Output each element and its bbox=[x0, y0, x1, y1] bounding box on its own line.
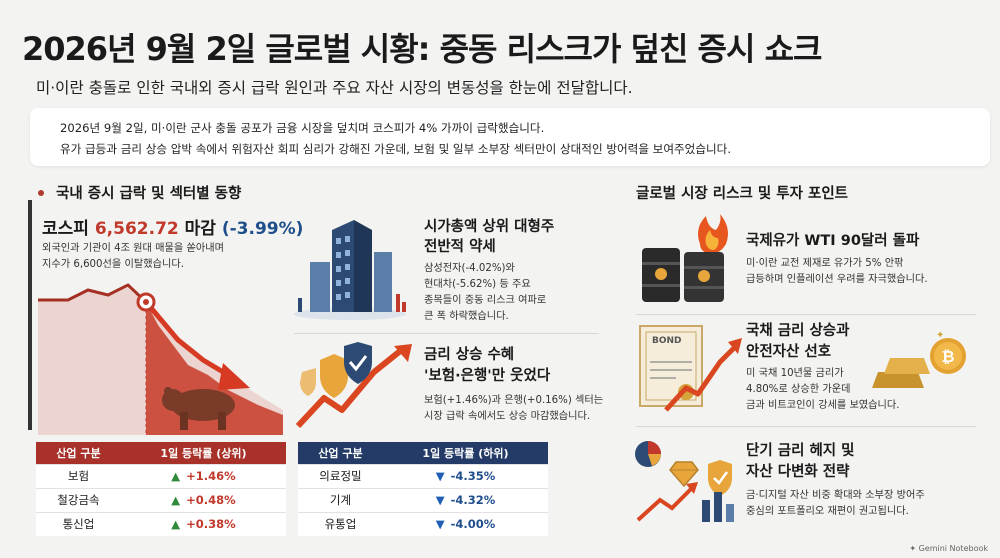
divider bbox=[294, 333, 599, 334]
sector-change: +0.38% bbox=[186, 517, 236, 532]
sector-name: 의료정밀 bbox=[298, 463, 383, 488]
risk-item-desc: 급등하며 인플레이션 우려를 자극했습니다. bbox=[746, 274, 928, 285]
kospi-value: 6,562.72 bbox=[94, 219, 179, 239]
right-section-title: 글로벌 시장 리스크 및 투자 포인트 bbox=[636, 186, 848, 202]
card-title: 전반적 약세 bbox=[424, 239, 496, 255]
bullet-dot-icon bbox=[38, 189, 44, 196]
card-title: '보험·은행'만 웃었다 bbox=[424, 368, 551, 384]
arrow-down-icon: ▼ bbox=[435, 493, 445, 507]
table-row: 기계 ▼ -4.32% bbox=[298, 487, 548, 512]
summary-box: 2026년 9월 2일, 미·이란 군사 충돌 공포가 금융 시장을 덮치며 코… bbox=[30, 108, 990, 166]
summary-line: 2026년 9월 2일, 미·이란 군사 충돌 공포가 금융 시장을 덮치며 코… bbox=[60, 121, 545, 135]
table-row: 의료정밀 ▼ -4.35% bbox=[298, 463, 548, 488]
risk-item-desc: 중심의 포트폴리오 재편이 권고됩니다. bbox=[746, 506, 909, 517]
sparkle-icon: ✦ bbox=[909, 544, 917, 553]
sector-name: 기계 bbox=[298, 487, 383, 512]
table-header: 1일 등락률 (하위) bbox=[382, 442, 548, 464]
watermark-text: Gemini Notebook bbox=[918, 544, 988, 553]
risk-item-title: 국제유가 WTI 90달러 돌파 bbox=[746, 233, 920, 249]
arrow-down-icon: ▼ bbox=[435, 517, 445, 532]
bear-market-chart-icon bbox=[28, 200, 283, 435]
risk-item-desc: 금·디지털 자산 비중 확대와 소부장 방어주 bbox=[746, 490, 925, 501]
sector-name: 보험 bbox=[36, 463, 121, 488]
sector-change: -4.00% bbox=[450, 517, 496, 532]
left-section-heading: 국내 증시 급락 및 섹터별 동향 bbox=[38, 182, 241, 203]
sector-name: 철강금속 bbox=[36, 487, 121, 512]
risk-item-desc: 금과 비트코인이 강세를 보였습니다. bbox=[746, 400, 900, 411]
card-title: 금리 상승 수혜 bbox=[424, 347, 515, 363]
top-sectors-table: 산업 구분 1일 등락률 (상위) 보험 ▲ +1.46% 철강금속 ▲ +0.48… bbox=[36, 442, 286, 536]
table-header: 산업 구분 bbox=[298, 442, 383, 464]
card-desc: 종목들이 중동 리스크 여파로 bbox=[424, 295, 547, 306]
table-row: 철강금속 ▲ +0.48% bbox=[36, 487, 286, 512]
arrow-up-icon: ▲ bbox=[171, 493, 181, 507]
arrow-up-icon: ▲ bbox=[171, 517, 181, 532]
kospi-desc: 지수가 6,600선을 이탈했습니다. bbox=[42, 259, 184, 270]
risk-item-title: 단기 금리 헤지 및 bbox=[746, 443, 855, 459]
table-header: 산업 구분 bbox=[36, 442, 121, 464]
divider bbox=[636, 426, 976, 427]
arrow-up-icon: ▲ bbox=[171, 469, 181, 483]
risk-item-desc: 4.80%로 상승한 가운데 bbox=[746, 384, 851, 395]
kospi-headline: 코스피 6,562.72 마감 (-3.99%) bbox=[42, 214, 303, 239]
bear-icon bbox=[162, 387, 235, 430]
sector-change: +1.46% bbox=[186, 469, 236, 483]
oil-barrel-fire-icon bbox=[642, 214, 728, 302]
svg-text:✦: ✦ bbox=[936, 330, 944, 341]
kospi-desc: 외국인과 기관이 4조 원대 매물을 쏟아내며 bbox=[42, 243, 225, 254]
risk-item-title: 국채 금리 상승과 bbox=[746, 323, 850, 339]
sector-change: -4.35% bbox=[450, 469, 496, 483]
watermark: ✦ Gemini Notebook bbox=[909, 544, 988, 553]
card-title: 시가총액 상위 대형주 bbox=[424, 219, 555, 235]
gold-bitcoin-icon: ₿ ✦ bbox=[872, 330, 966, 388]
table-row: 보험 ▲ +1.46% bbox=[36, 463, 286, 488]
page-subtitle: 미·이란 충돌로 인한 국내외 증시 급락 원인과 주요 자산 시장의 변동성을… bbox=[36, 79, 633, 97]
divider bbox=[636, 314, 976, 315]
sector-name: 유통업 bbox=[298, 511, 383, 536]
risk-item-title: 자산 다변화 전략 bbox=[746, 464, 850, 480]
bond-certificate-icon bbox=[639, 325, 742, 412]
chart-axis bbox=[28, 200, 32, 430]
risk-item-desc: 미·이란 교전 제재로 유가가 5% 안팎 bbox=[746, 258, 904, 269]
risk-item-title: 안전자산 선호 bbox=[746, 344, 832, 360]
table-row: 통신업 ▲ +0.38% bbox=[36, 511, 286, 536]
bottom-sectors-table: 산업 구분 1일 등락률 (하위) 의료정밀 ▼ -4.35% 기계 ▼ -4.32… bbox=[298, 442, 548, 536]
diversification-icon bbox=[635, 441, 734, 522]
skyscraper-icon bbox=[294, 220, 406, 320]
summary-line: 유가 급등과 금리 상승 압박 속에서 위험자산 회피 심리가 강해진 가운데,… bbox=[60, 142, 732, 156]
kospi-label: 코스피 bbox=[42, 219, 89, 239]
arrow-down-icon: ▼ bbox=[435, 469, 445, 483]
card-desc: 현대차(-5.62%) 등 주요 bbox=[424, 279, 531, 290]
card-desc: 보험(+1.46%)과 은행(+0.16%) 섹터는 bbox=[424, 395, 604, 406]
risk-item-desc: 미 국채 10년물 금리가 bbox=[746, 368, 844, 379]
sector-name: 통신업 bbox=[36, 511, 121, 536]
kospi-suffix: 마감 bbox=[184, 219, 216, 239]
kospi-change: (-3.99%) bbox=[221, 219, 304, 239]
svg-text:₿: ₿ bbox=[941, 347, 954, 366]
card-desc: 시장 급락 속에서도 상승 마감했습니다. bbox=[424, 411, 591, 422]
sector-change: +0.48% bbox=[186, 493, 236, 507]
card-desc: 삼성전자(-4.02%)와 bbox=[424, 263, 515, 274]
shield-growth-icon bbox=[295, 342, 412, 429]
bond-label: BOND bbox=[652, 336, 682, 346]
table-header: 1일 등락률 (상위) bbox=[120, 442, 286, 464]
card-desc: 큰 폭 하락했습니다. bbox=[424, 311, 509, 322]
left-section-title: 국내 증시 급락 및 섹터별 동향 bbox=[56, 186, 242, 202]
sector-change: -4.32% bbox=[450, 493, 496, 507]
page-title: 2026년 9월 2일 글로벌 시황: 중동 리스크가 덮친 증시 쇼크 bbox=[22, 30, 822, 68]
table-row: 유통업 ▼ -4.00% bbox=[298, 511, 548, 536]
